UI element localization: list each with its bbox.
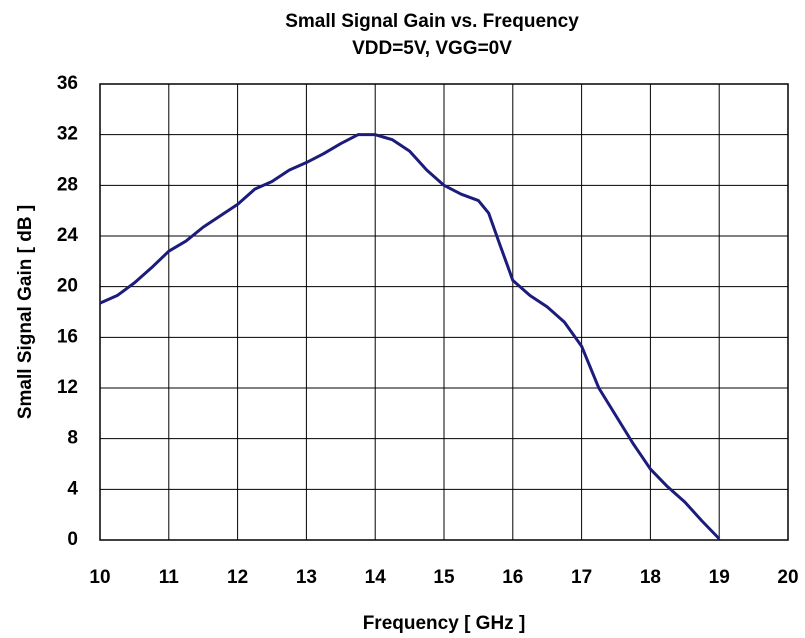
chart-subtitle: VDD=5V, VGG=0V — [352, 38, 512, 59]
plot-border — [99, 83, 789, 541]
y-tick-label: 16 — [57, 326, 78, 347]
x-tick-label: 20 — [777, 567, 798, 588]
y-tick-label: 12 — [57, 377, 78, 398]
x-tick-label: 16 — [502, 567, 523, 588]
chart-title: Small Signal Gain vs. Frequency — [285, 11, 579, 32]
x-tick-label: 17 — [571, 567, 592, 588]
y-tick-label: 28 — [57, 174, 78, 195]
x-tick-label: 13 — [296, 567, 317, 588]
y-tick-label: 20 — [57, 276, 78, 297]
y-tick-label: 36 — [57, 73, 78, 94]
y-tick-label: 0 — [67, 529, 78, 550]
x-tick-label: 11 — [159, 567, 180, 588]
y-tick-label: 4 — [67, 478, 78, 499]
x-tick-label: 19 — [709, 567, 730, 588]
x-tick-label: 10 — [89, 567, 110, 588]
line-series — [99, 133, 721, 540]
y-tick-label: 8 — [67, 428, 78, 449]
x-axis-label: Frequency [ GHz ] — [363, 613, 526, 634]
y-tick-label: 32 — [57, 124, 78, 145]
y-tick-label: 24 — [57, 225, 79, 246]
x-tick-label: 12 — [227, 567, 248, 588]
y-axis-label: Small Signal Gain [ dB ] — [15, 205, 36, 419]
x-tick-label: 15 — [433, 567, 455, 588]
x-tick-label: 18 — [640, 567, 661, 588]
x-tick-label: 14 — [365, 567, 387, 588]
